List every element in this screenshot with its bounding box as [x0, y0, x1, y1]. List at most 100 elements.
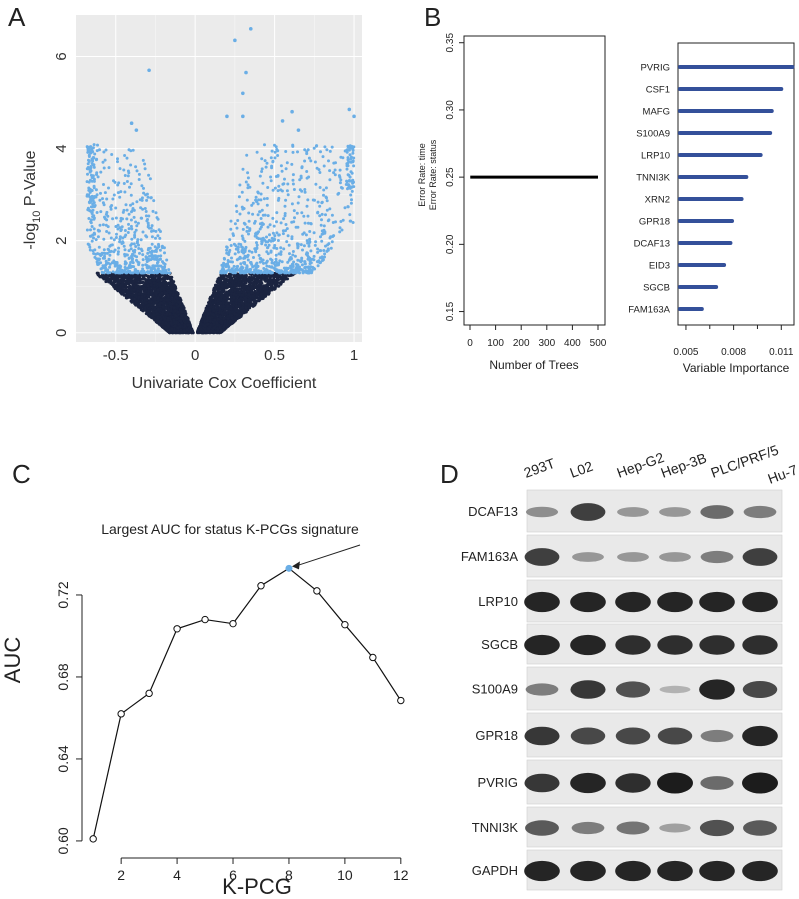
- volcano-point: [114, 276, 117, 280]
- volcano-point: [239, 282, 243, 286]
- volcano-point: [140, 300, 144, 304]
- volcano-point: [206, 322, 210, 326]
- volcano-point: [215, 321, 219, 325]
- volcano-point: [226, 304, 230, 308]
- panel-letter-c: C: [12, 459, 31, 489]
- volcano-point: [174, 295, 178, 299]
- volcano-point: [118, 280, 122, 284]
- volcano-point: [132, 279, 136, 283]
- volcano-point: [137, 292, 141, 296]
- volcano-point: [207, 327, 211, 331]
- volcano-point: [254, 281, 257, 285]
- volcano-point: [134, 291, 138, 295]
- volcano-point: [153, 296, 157, 300]
- volcano-point: [279, 277, 283, 281]
- volcano-point: [225, 301, 229, 305]
- volcano-point: [163, 280, 167, 284]
- volcano-point: [216, 280, 220, 283]
- volcano-point: [175, 291, 179, 295]
- volcano-point: [156, 288, 160, 292]
- volcano-point: [146, 277, 150, 281]
- volcano-point: [171, 284, 175, 287]
- volcano-point: [226, 322, 230, 326]
- volcano-point: [151, 294, 155, 298]
- volcano-point: [225, 282, 229, 286]
- volcano-point: [109, 277, 113, 281]
- volcano-point: [213, 330, 217, 334]
- volcano-point: [216, 289, 220, 293]
- volcano-point: [141, 302, 145, 306]
- volcano-point: [250, 276, 254, 280]
- volcano-point: [208, 319, 212, 323]
- volcano-point: [232, 296, 236, 300]
- volcano-point: [212, 305, 215, 309]
- volcano-point: [163, 292, 167, 296]
- volcano-point: [137, 295, 141, 299]
- volcano-point: [146, 284, 150, 288]
- panel-letter-a: A: [8, 2, 26, 32]
- volcano-point: [243, 277, 247, 281]
- volcano-point: [169, 321, 173, 325]
- volcano-point: [126, 290, 130, 294]
- volcano-point: [241, 306, 245, 310]
- volcano-point: [114, 286, 118, 290]
- volcano-point: [250, 302, 254, 306]
- volcano-point: [202, 316, 206, 319]
- volcano-point: [226, 285, 230, 289]
- volcano-point: [172, 331, 176, 334]
- volcano-point: [162, 287, 166, 291]
- volcano-point: [126, 293, 130, 297]
- volcano-point: [269, 285, 273, 289]
- volcano-point: [275, 277, 279, 281]
- volcano-point: [142, 287, 146, 291]
- volcano-point: [267, 291, 271, 295]
- volcano-point: [148, 280, 152, 284]
- volcano-point: [120, 292, 124, 296]
- volcano-point: [96, 272, 100, 276]
- volcano-point: [150, 290, 154, 294]
- volcano-point: [153, 307, 157, 311]
- volcano-point: [161, 311, 165, 315]
- volcano-point: [158, 293, 162, 297]
- volcano-point: [121, 280, 125, 284]
- volcano-point: [251, 291, 255, 295]
- volcano-point: [230, 295, 233, 299]
- volcano-point: [219, 304, 223, 308]
- volcano-point: [141, 309, 145, 313]
- volcano-point: [154, 291, 158, 295]
- volcano-point: [232, 292, 236, 296]
- volcano-point: [237, 304, 241, 308]
- volcano-point: [125, 296, 129, 300]
- panel-letter-d: D: [440, 459, 459, 489]
- volcano-point: [233, 317, 237, 321]
- volcano-point: [215, 311, 218, 315]
- volcano-point: [182, 306, 186, 310]
- volcano-point: [243, 274, 247, 278]
- volcano-point: [127, 278, 131, 282]
- volcano-point: [140, 295, 144, 299]
- volcano-point: [109, 281, 113, 285]
- volcano-point: [229, 279, 232, 283]
- volcano-point: [241, 274, 245, 278]
- volcano-point: [242, 308, 246, 312]
- volcano-point: [180, 314, 184, 318]
- volcano-point: [223, 277, 227, 281]
- volcano-point: [147, 287, 151, 290]
- volcano-point: [264, 279, 268, 283]
- volcano-point: [189, 328, 193, 332]
- volcano-point: [212, 289, 216, 293]
- volcano-point: [223, 296, 227, 300]
- volcano-point: [209, 305, 213, 309]
- volcano-point: [131, 297, 135, 301]
- volcano-point: [280, 280, 283, 284]
- volcano-point: [187, 320, 191, 324]
- volcano-point: [138, 290, 142, 293]
- volcano-point: [255, 294, 259, 298]
- volcano-point: [206, 315, 209, 319]
- volcano-point: [211, 320, 215, 324]
- volcano-point: [250, 286, 254, 290]
- volcano-point: [230, 298, 234, 302]
- volcano-point: [150, 303, 154, 307]
- volcano-point: [112, 282, 116, 286]
- volcano-point: [227, 273, 231, 276]
